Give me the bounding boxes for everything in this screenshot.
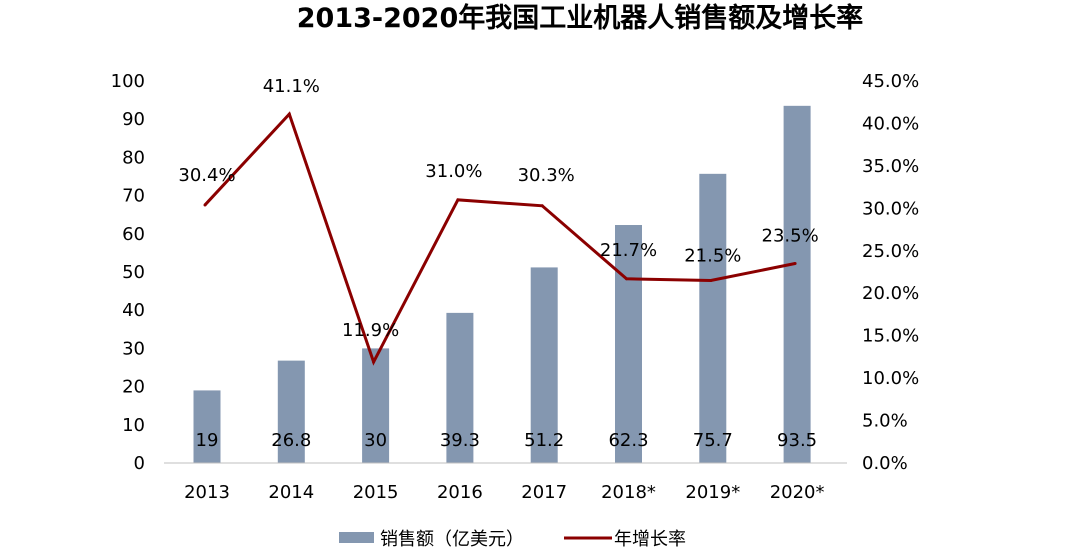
left-axis-tick-label: 10 — [122, 415, 145, 436]
bar-data-labels: 19 26.8 30 39.3 51.2 62.3 75.7 93.5 — [196, 430, 818, 451]
line-point — [203, 203, 207, 207]
right-axis-tick-label: 25.0% — [862, 241, 919, 262]
left-axis-tick-label: 60 — [122, 224, 145, 245]
line-point — [287, 112, 291, 116]
bar-data-label: 93.5 — [777, 430, 817, 451]
left-axis-tick-label: 70 — [122, 186, 145, 207]
left-axis-tick-label: 40 — [122, 300, 145, 321]
left-axis-tick-label: 90 — [122, 109, 145, 130]
line-point — [456, 198, 460, 202]
bar — [615, 225, 642, 463]
bar-data-label: 19 — [196, 430, 219, 451]
legend: 销售额（亿美元） 年增长率 — [339, 529, 686, 550]
growth-line — [203, 111, 796, 366]
line-data-label: 21.5% — [684, 245, 741, 266]
line-point — [793, 262, 797, 266]
right-axis-tick-label: 20.0% — [862, 283, 919, 304]
bar-data-label: 30 — [364, 430, 387, 451]
line-data-label: 31.0% — [425, 161, 482, 182]
right-axis-tick-label: 0.0% — [862, 453, 908, 474]
left-axis-tick-label: 0 — [134, 453, 145, 474]
bar — [362, 348, 390, 463]
legend-bar-label: 销售额（亿美元） — [380, 529, 524, 550]
bar-data-label: 75.7 — [693, 430, 733, 451]
bar-data-label: 39.3 — [440, 430, 480, 451]
chart-title: 2013-2020年我国工业机器人销售额及增长率 — [297, 2, 864, 34]
x-axis-tick-label: 2020* — [770, 482, 825, 503]
x-axis-tick-label: 2019* — [685, 482, 740, 503]
left-axis: 0 10 20 30 40 50 60 70 80 90 100 — [111, 71, 145, 474]
right-axis-tick-label: 10.0% — [862, 368, 919, 389]
x-axis-tick-label: 2013 — [184, 482, 230, 503]
line-data-labels: 30.4% 41.1% 11.9% 31.0% 30.3% 21.7% 21.5% 23.5% — [178, 76, 818, 341]
x-axis-tick-label: 2014 — [268, 482, 314, 503]
left-axis-tick-label: 50 — [122, 262, 145, 283]
right-axis-tick-label: 35.0% — [862, 156, 919, 177]
line-data-label: 41.1% — [263, 76, 320, 97]
bar — [699, 173, 727, 464]
line-point — [540, 204, 544, 208]
right-axis-tick-label: 5.0% — [862, 411, 908, 432]
bar — [277, 360, 305, 463]
x-axis: 2013 2014 2015 2016 2017 2018* 2019* 2020* — [164, 462, 847, 503]
right-axis-tick-label: 40.0% — [862, 113, 919, 134]
bar-data-label: 51.2 — [524, 430, 564, 451]
line-data-label: 30.4% — [178, 165, 235, 186]
bar — [193, 390, 221, 463]
x-axis-tick-label: 2018* — [601, 482, 656, 503]
bar-data-label: 62.3 — [608, 430, 648, 451]
x-axis-tick-label: 2017 — [521, 482, 567, 503]
right-axis-tick-label: 45.0% — [862, 71, 919, 92]
line-series — [203, 111, 797, 366]
line-point — [709, 278, 713, 282]
left-axis-tick-label: 100 — [111, 71, 145, 92]
bar — [783, 105, 811, 463]
line-data-label: 21.7% — [600, 240, 657, 261]
line-data-label: 30.3% — [518, 165, 575, 186]
left-axis-tick-label: 20 — [122, 377, 145, 398]
left-axis-tick-label: 80 — [122, 147, 145, 168]
line-point — [372, 360, 376, 364]
line-point — [625, 277, 628, 281]
right-axis-tick-label: 30.0% — [862, 198, 919, 219]
right-axis-tick-label: 15.0% — [862, 326, 919, 347]
right-axis: 0.0% 5.0% 10.0% 15.0% 20.0% 25.0% 30.0% 35.0% 40… — [862, 71, 919, 474]
bar — [446, 312, 474, 463]
bar-series — [193, 105, 811, 464]
line-data-label: 23.5% — [762, 226, 819, 247]
legend-line-label: 年增长率 — [614, 529, 686, 550]
x-axis-tick-label: 2016 — [437, 482, 483, 503]
bar — [530, 267, 558, 463]
legend-bar-swatch — [339, 532, 374, 543]
line-data-label: 11.9% — [342, 320, 399, 341]
bar-data-label: 26.8 — [271, 430, 311, 451]
x-axis-tick-label: 2015 — [353, 482, 399, 503]
left-axis-tick-label: 30 — [122, 338, 145, 359]
